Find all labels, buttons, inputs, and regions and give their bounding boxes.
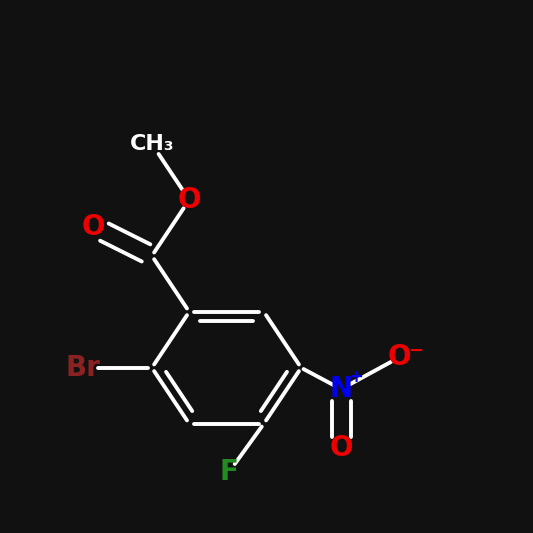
Text: F: F bbox=[220, 458, 239, 486]
Text: +: + bbox=[349, 368, 364, 386]
Text: O: O bbox=[388, 343, 411, 371]
Text: O: O bbox=[82, 213, 105, 240]
Text: O: O bbox=[177, 186, 201, 214]
Text: CH₃: CH₃ bbox=[130, 134, 174, 154]
Text: O: O bbox=[329, 434, 353, 462]
Text: −: − bbox=[408, 342, 423, 360]
Text: N: N bbox=[329, 375, 353, 403]
Text: Br: Br bbox=[65, 354, 100, 382]
